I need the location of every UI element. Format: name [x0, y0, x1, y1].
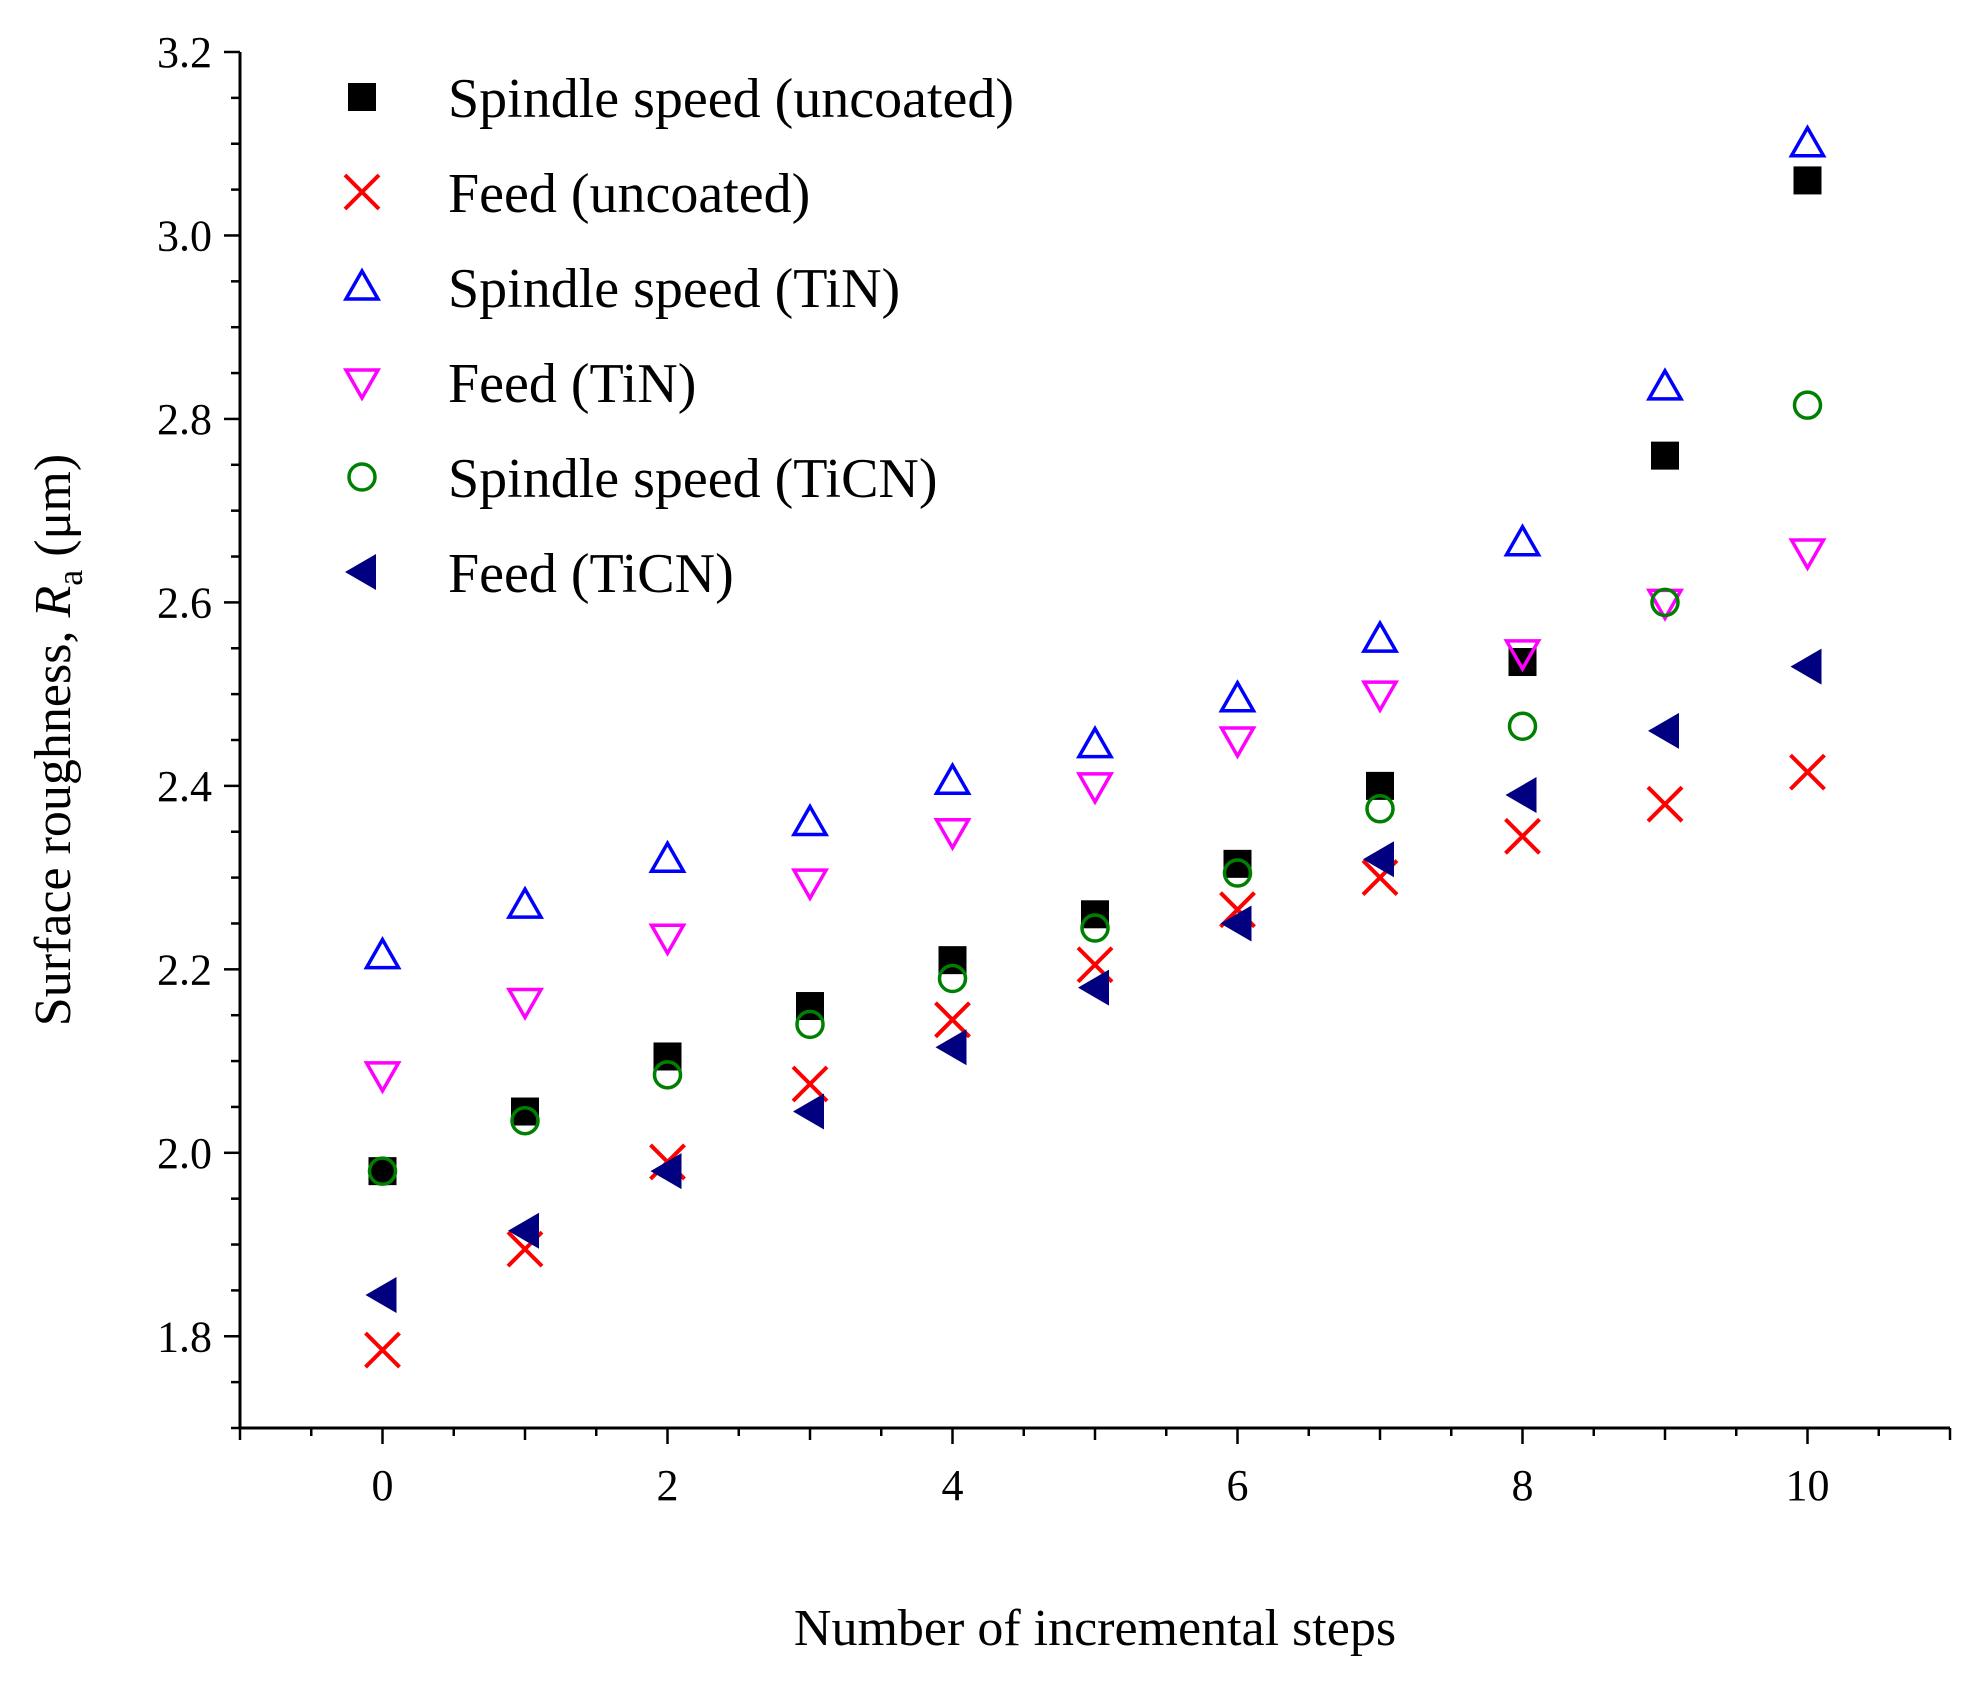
x-axis-title: Number of incremental steps — [794, 1600, 1396, 1657]
data-point — [1792, 390, 1823, 420]
y-axis-title-sub: a — [50, 570, 90, 586]
data-point — [1505, 777, 1537, 814]
legend-item: Feed (TiN) — [342, 353, 696, 415]
data-point — [1078, 969, 1109, 1006]
series-3 — [363, 538, 1827, 1095]
data-point — [367, 1156, 398, 1186]
x-tick-label: 2 — [657, 1461, 679, 1510]
data-point — [363, 936, 402, 970]
y-tick-label: 2.6 — [157, 578, 212, 627]
y-axis-title-unit: (μm) — [25, 454, 82, 570]
legend-label: Feed (TiN) — [448, 353, 696, 415]
data-point — [1220, 905, 1252, 942]
data-point — [933, 761, 972, 796]
data-point — [364, 1331, 401, 1369]
data-point — [933, 817, 972, 852]
y-tick-label: 1.8 — [157, 1312, 212, 1361]
legend-marker — [342, 368, 382, 402]
y-tick-label: 3.0 — [157, 211, 212, 260]
data-point — [505, 987, 545, 1021]
data-point — [1360, 680, 1400, 714]
y-tick-label: 2.8 — [157, 395, 212, 444]
series-2 — [363, 124, 1827, 970]
legend-item: Spindle speed (TiN) — [342, 258, 900, 320]
data-point — [1507, 711, 1538, 741]
legend-item: Feed (TiCN) — [345, 543, 734, 605]
y-axis-title: Surface roughness, Ra (μm) — [25, 454, 90, 1026]
y-ticks: 1.8 2.0 2.2 2.4 2.6 2.8 3.0 3.2 — [157, 28, 240, 1430]
data-point — [1645, 367, 1685, 401]
y-axis-title-var: R — [25, 586, 82, 619]
data-point — [363, 1061, 402, 1095]
legend: Spindle speed (uncoated) Feed (uncoated) S… — [342, 68, 1014, 605]
data-point — [1648, 712, 1679, 749]
data-point — [1365, 794, 1395, 824]
data-point — [1363, 841, 1394, 878]
y-tick-label: 2.0 — [157, 1129, 212, 1178]
legend-marker — [342, 267, 382, 301]
series-5 — [365, 648, 1822, 1313]
data-point — [648, 839, 687, 874]
data-point — [1222, 858, 1253, 888]
data-point — [1080, 913, 1110, 943]
data-point — [1788, 124, 1827, 158]
data-point — [650, 1153, 682, 1190]
data-point — [1504, 817, 1541, 855]
legend-label: Feed (uncoated) — [448, 163, 810, 225]
data-point — [790, 803, 830, 837]
series-4 — [367, 390, 1823, 1186]
data-point — [508, 1212, 539, 1249]
legend-marker — [348, 83, 376, 111]
data-point — [510, 1105, 540, 1136]
data-point — [1503, 639, 1542, 673]
data-point — [505, 885, 545, 919]
x-tick-label: 10 — [1786, 1461, 1830, 1510]
data-point — [793, 1093, 824, 1130]
data-point — [1790, 648, 1822, 685]
data-point — [1793, 166, 1822, 195]
series-1 — [364, 753, 1826, 1369]
data-point — [1075, 772, 1115, 806]
data-point — [1218, 679, 1257, 713]
data-point — [1789, 753, 1826, 791]
data-point — [1218, 726, 1257, 760]
x-tick-label: 8 — [1512, 1461, 1534, 1510]
y-axis-title-main: Surface roughness, — [25, 618, 82, 1027]
y-tick-label: 2.2 — [157, 945, 212, 994]
data-point — [795, 1009, 825, 1040]
legend-item: Spindle speed (TiCN) — [347, 448, 938, 510]
data-point — [1651, 441, 1679, 470]
data-point — [1646, 785, 1684, 823]
data-point — [1360, 619, 1400, 653]
legend-label: Feed (TiCN) — [448, 543, 734, 605]
data-point — [790, 868, 830, 902]
data-point — [1503, 523, 1542, 557]
x-ticks: 0 2 4 6 8 10 — [238, 1428, 1952, 1510]
data-markers — [363, 124, 1827, 1369]
data-point — [937, 963, 968, 994]
x-tick-label: 6 — [1227, 1461, 1249, 1510]
data-point — [1788, 538, 1827, 572]
data-point — [652, 1060, 683, 1090]
legend-label: Spindle speed (uncoated) — [448, 68, 1014, 130]
data-point — [1650, 587, 1680, 618]
legend-marker — [345, 554, 376, 590]
legend-item: Feed (uncoated) — [343, 163, 810, 225]
x-tick-label: 0 — [372, 1461, 394, 1510]
legend-marker — [343, 173, 381, 211]
data-point — [648, 923, 687, 957]
data-point — [1075, 725, 1115, 759]
legend-label: Spindle speed (TiN) — [448, 258, 900, 320]
x-tick-label: 4 — [942, 1461, 964, 1510]
legend-item: Spindle speed (uncoated) — [348, 68, 1014, 130]
legend-label: Spindle speed (TiCN) — [448, 448, 938, 510]
data-point — [935, 1029, 967, 1066]
y-tick-label: 2.4 — [157, 762, 212, 811]
legend-marker — [347, 462, 377, 492]
y-tick-label: 3.2 — [157, 28, 212, 77]
data-point — [365, 1276, 397, 1313]
